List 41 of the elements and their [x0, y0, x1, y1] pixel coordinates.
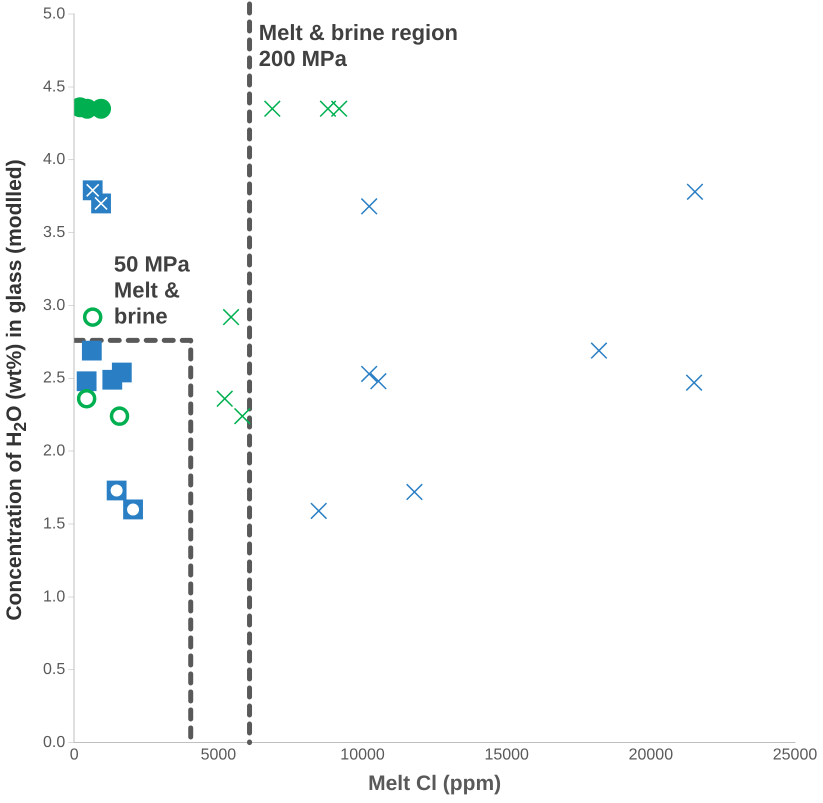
y-tick-label: 3.0	[42, 296, 66, 314]
x-tick-label: 25000	[772, 746, 818, 764]
y-tick-label: 0.5	[42, 661, 66, 678]
annotation: 50 MPa Melt & brine	[114, 252, 190, 328]
point	[222, 308, 240, 326]
point	[82, 307, 102, 327]
y-tick-label: 5.0	[42, 5, 66, 22]
point	[264, 100, 281, 118]
point	[360, 365, 378, 382]
point	[406, 483, 423, 500]
point	[76, 371, 97, 392]
x-tick-label: 20000	[628, 746, 674, 764]
point	[370, 372, 387, 390]
point	[76, 388, 96, 408]
y-tick-label: 1.5	[42, 515, 66, 532]
annotation: Melt & brine region 200 MPa	[258, 20, 458, 71]
point	[91, 194, 111, 214]
x-axis-title: Melt Cl (ppm)	[368, 772, 502, 796]
point	[686, 183, 704, 200]
point	[360, 198, 378, 215]
point	[234, 408, 251, 425]
point	[82, 340, 102, 361]
y-tick-label: 4.0	[42, 151, 66, 168]
y-tick-label: 4.5	[42, 78, 66, 96]
y-tick-label: 3.5	[42, 224, 66, 241]
x-tick-label: 10000	[340, 746, 385, 764]
y-tick-label: 0.0	[42, 734, 66, 752]
x-tick-label: 15000	[484, 746, 530, 764]
y-tick-label: 2.5	[42, 370, 66, 387]
point	[216, 390, 234, 408]
point	[110, 406, 130, 426]
point	[686, 374, 703, 392]
point	[319, 100, 336, 118]
point	[112, 362, 132, 382]
x-tick-label: 5000	[200, 746, 236, 764]
x-tick-label: 0	[70, 746, 79, 764]
y-tick-label: 2.0	[42, 442, 66, 460]
point	[310, 502, 328, 520]
point	[330, 100, 348, 118]
y-tick-label: 1.0	[42, 588, 66, 606]
point	[590, 342, 608, 360]
